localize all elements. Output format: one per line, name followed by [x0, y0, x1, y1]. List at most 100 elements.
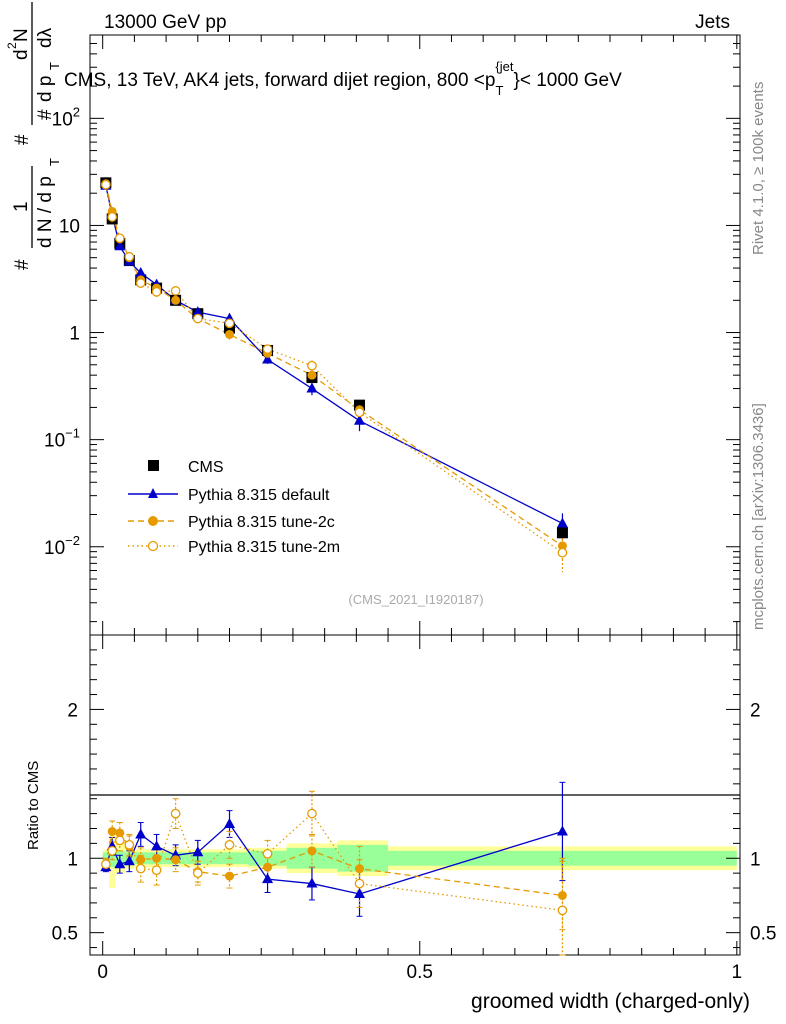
- chart-title: CMS, 13 TeV, AK4 jets, forward dijet reg…: [64, 59, 622, 98]
- legend-marker-tune2m: [147, 540, 159, 552]
- main-point: [354, 407, 365, 418]
- main-point: [557, 547, 568, 558]
- main-point: [306, 382, 318, 393]
- ratio-y-tick-label: 1: [67, 849, 78, 870]
- ratio-point: [262, 873, 274, 884]
- ratio-y-tick-labels: 0.5 1 2: [52, 700, 78, 944]
- chart-title-sup: {jet: [495, 59, 513, 74]
- ratio-y-tick-label: 0.5: [52, 924, 78, 945]
- tick-exponent: −2: [65, 533, 80, 548]
- ylabel-hash-left: #: [12, 259, 33, 270]
- main-point: [171, 295, 181, 305]
- ratio-point: [107, 826, 117, 836]
- ratio-point: [355, 864, 365, 874]
- legend-marker-cms: [148, 460, 159, 471]
- ylabel-den2-t: T: [47, 62, 62, 70]
- ratio-point: [171, 855, 181, 865]
- main-point: [124, 251, 135, 262]
- tick-base: 10: [44, 431, 65, 452]
- ratio-point: [114, 858, 126, 869]
- main-point: [556, 517, 568, 528]
- main-point: [262, 353, 274, 364]
- ratio-point: [170, 808, 181, 819]
- x-tick-label: 0.5: [407, 962, 433, 983]
- main-point: [135, 266, 147, 277]
- ylabel-lambda: dλ: [35, 27, 56, 48]
- chart-title-main: CMS, 13 TeV, AK4 jets, forward dijet reg…: [64, 70, 495, 91]
- ratio-point: [307, 846, 317, 856]
- main-point: [557, 541, 567, 551]
- header-left: 13000 GeV pp: [104, 12, 227, 33]
- main-y-tick-label: 10−1: [44, 426, 80, 452]
- ratio-point: [262, 848, 273, 859]
- legend-label-default: Pythia 8.315 default: [188, 487, 330, 504]
- ratio-point: [114, 835, 125, 846]
- ratio-point: [135, 828, 147, 839]
- legend: CMS Pythia 8.315 default Pythia 8.315 tu…: [128, 459, 340, 556]
- main-line-1: [105, 185, 563, 525]
- main-point: [354, 414, 366, 425]
- legend-marker-default: [148, 488, 158, 498]
- main-point-cms: [354, 399, 366, 411]
- ratio-point: [152, 853, 162, 863]
- header-right: Jets: [695, 12, 730, 33]
- ratio-data-series: [100, 781, 568, 956]
- ratio-point: [225, 871, 235, 881]
- main-y-tick-label: 102: [52, 104, 80, 130]
- ratio-point: [192, 868, 203, 878]
- legend-marker-tune2c: [148, 516, 158, 526]
- ratio-point: [307, 808, 317, 819]
- ylabel-numer-n: N: [11, 28, 32, 42]
- main-point-cms: [556, 527, 568, 539]
- x-axis-label: groomed width (charged-only): [471, 990, 750, 1013]
- legend-label-tune2c: Pythia 8.315 tune-2c: [188, 514, 335, 531]
- main-point: [262, 344, 273, 354]
- ylabel-numer-sup: 2: [5, 42, 19, 49]
- ylabel-den2: d p: [35, 76, 56, 102]
- ratio-point: [135, 863, 146, 874]
- tick-base: 10: [52, 109, 73, 130]
- main-point: [307, 360, 317, 371]
- ratio-point: [263, 862, 273, 872]
- main-line-3: [105, 184, 563, 554]
- ratio-point: [556, 825, 568, 836]
- rivet-version-label: Rivet 4.1.0, ≥ 100k events: [750, 82, 767, 255]
- ratio-point: [306, 877, 318, 888]
- ratio-point: [101, 859, 111, 870]
- main-point: [114, 240, 126, 251]
- ratio-y-tick-label-right: 0.5: [750, 924, 776, 945]
- main-y-tick-label: 10: [59, 216, 80, 237]
- ratio-point: [124, 840, 135, 850]
- legend-label-tune2m: Pythia 8.315 tune-2m: [188, 539, 340, 556]
- ratio-point: [136, 855, 146, 865]
- ratio-point: [107, 845, 118, 856]
- main-point: [114, 233, 125, 244]
- ylabel-numer: d: [11, 49, 32, 60]
- ratio-y-tick-label-right: 1: [750, 849, 761, 870]
- x-tick-label: 0: [97, 962, 108, 983]
- tick-exponent: 2: [73, 104, 80, 119]
- main-y-axis-label: # 1 d N / d p T # d 2 N # d p T dλ: [5, 2, 62, 270]
- tick-exponent: −1: [65, 426, 80, 441]
- axis-ticks: [90, 34, 740, 955]
- ylabel-den-t: T: [47, 158, 62, 166]
- ratio-point: [354, 878, 365, 889]
- main-point: [101, 179, 111, 190]
- main-data-series: [100, 177, 568, 573]
- ratio-y-axis-label: Ratio to CMS: [25, 761, 42, 850]
- ratio-point: [557, 905, 568, 916]
- ratio-point: [115, 828, 125, 838]
- main-point: [192, 306, 204, 317]
- ratio-point: [557, 890, 567, 900]
- chart-title-end: }< 1000 GeV: [513, 70, 622, 91]
- main-y-tick-label: 1: [69, 324, 80, 345]
- ratio-point: [123, 855, 135, 866]
- ratio-y-tick-label-right: 2: [750, 700, 761, 721]
- main-point: [151, 286, 162, 297]
- ylabel-den: d N / d p: [35, 176, 56, 248]
- ylabel-hash-den: #: [35, 109, 56, 120]
- main-point: [307, 370, 317, 380]
- main-point: [135, 278, 146, 288]
- main-point: [225, 329, 235, 339]
